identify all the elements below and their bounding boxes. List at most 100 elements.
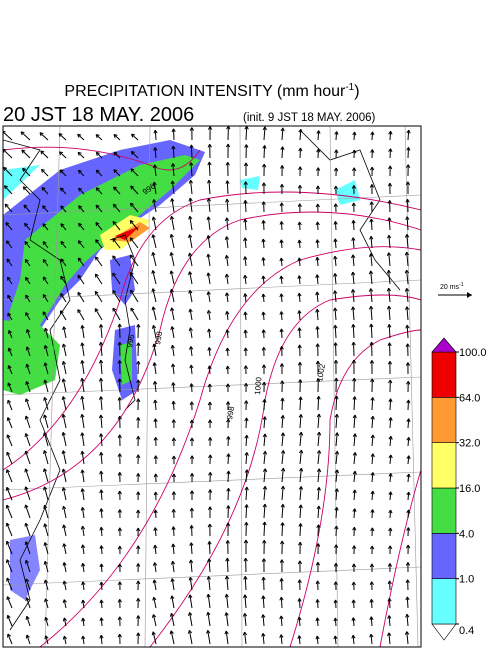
wind-arrow <box>225 612 229 627</box>
wind-arrow-head <box>207 347 210 351</box>
wind-arrow <box>170 289 175 303</box>
wind-arrow-head <box>80 360 83 364</box>
wind-arrow <box>6 240 13 249</box>
wind-arrow-head <box>189 437 193 442</box>
wind-arrow <box>371 416 374 429</box>
wind-arrow-head <box>171 128 174 133</box>
wind-arrow-head <box>280 165 283 169</box>
wind-arrow-head <box>152 164 156 169</box>
wind-arrow <box>25 398 31 411</box>
wind-arrow <box>81 342 85 357</box>
wind-arrow-head <box>406 455 410 459</box>
wind-arrow-head <box>25 346 28 351</box>
wind-arrow <box>189 198 193 213</box>
wind-arrow-head <box>279 634 282 639</box>
wind-arrow-head <box>387 234 390 239</box>
wind-arrow <box>388 252 391 267</box>
colorbar-label: 16.0 <box>459 483 480 495</box>
wind-arrow-head <box>225 383 229 388</box>
wind-arrow-head <box>43 486 45 491</box>
wind-arrow <box>226 311 229 321</box>
wind-arrow-head <box>405 596 408 601</box>
wind-arrow <box>62 361 67 375</box>
wind-arrow-head <box>334 525 337 530</box>
wind-arrow-head <box>99 489 102 494</box>
wind-arrow-head <box>81 563 84 567</box>
wind-arrow <box>388 288 391 303</box>
wind-arrow-head <box>60 241 62 245</box>
wind-arrow-head <box>316 431 320 436</box>
wind-arrow-head <box>261 329 264 334</box>
wind-arrow-head <box>318 524 321 529</box>
wind-arrow-head <box>405 324 408 329</box>
wind-arrow <box>389 417 392 429</box>
wind-arrow <box>63 580 67 591</box>
wind-arrow-head <box>352 470 356 475</box>
wind-arrow-head <box>25 578 27 583</box>
wind-arrow <box>263 126 266 141</box>
wind-arrow <box>63 562 67 573</box>
wind-arrow <box>280 275 283 285</box>
wind-arrow <box>20 131 31 141</box>
wind-arrow <box>335 469 338 483</box>
wind-arrow-head <box>334 488 338 492</box>
wind-arrow-head <box>112 221 115 225</box>
wind-arrow <box>407 437 410 447</box>
wind-arrow <box>25 450 31 465</box>
wind-arrow-head <box>369 235 372 240</box>
wind-arrow <box>263 416 266 429</box>
wind-arrow-head <box>77 152 80 156</box>
wind-arrow <box>81 325 85 339</box>
wind-arrow <box>353 489 356 501</box>
wind-arrow <box>244 219 247 231</box>
wind-arrow-head <box>279 578 282 582</box>
wind-arrow <box>39 132 49 141</box>
wind-arrow-head <box>24 504 26 509</box>
wind-arrow <box>7 276 13 285</box>
wind-arrow <box>208 576 211 591</box>
wind-arrow-head <box>243 162 247 167</box>
wind-arrow-head <box>279 293 282 298</box>
wind-arrow-head <box>207 383 211 388</box>
wind-arrow <box>299 486 302 501</box>
wind-arrow <box>406 306 409 321</box>
wind-arrow-head <box>334 507 338 511</box>
wind-arrow-head <box>387 200 391 204</box>
wind-arrow <box>154 562 157 573</box>
wind-arrow-head <box>369 545 373 550</box>
wind-arrow <box>172 561 175 573</box>
wind-arrow <box>407 455 410 465</box>
wind-arrow <box>43 414 49 429</box>
wind-arrow-head <box>243 275 246 279</box>
wind-arrow <box>59 151 67 159</box>
wind-arrow-head <box>188 197 191 202</box>
wind-arrow <box>112 238 121 249</box>
wind-arrow-head <box>171 437 175 442</box>
wind-arrow <box>207 612 211 627</box>
wind-arrow <box>245 469 248 483</box>
wind-arrow-head <box>279 239 282 244</box>
wind-arrow-head <box>225 143 229 148</box>
wind-arrow <box>207 216 211 231</box>
wind-arrow <box>113 169 121 177</box>
wind-arrow <box>42 294 49 303</box>
wind-arrow-head <box>130 185 132 190</box>
wind-arrow <box>208 365 211 375</box>
wind-arrow-head <box>225 557 228 562</box>
wind-arrow-head <box>298 486 302 490</box>
wind-arrow <box>280 328 283 339</box>
wind-arrow-head <box>80 414 83 418</box>
wind-arrow-head <box>333 617 336 622</box>
wind-arrow-head <box>153 509 156 514</box>
wind-arrow-head <box>6 469 11 473</box>
wind-arrow-head <box>61 361 64 365</box>
wind-arrow <box>62 450 67 465</box>
wind-arrow-head <box>45 598 49 602</box>
wind-arrow-head <box>333 185 337 190</box>
wind-arrow-head <box>388 417 392 421</box>
wind-arrow-head <box>152 199 155 203</box>
wind-arrow-head <box>80 396 83 400</box>
wind-arrow <box>227 470 230 483</box>
wind-arrow <box>281 397 284 411</box>
wind-arrow <box>21 149 31 159</box>
